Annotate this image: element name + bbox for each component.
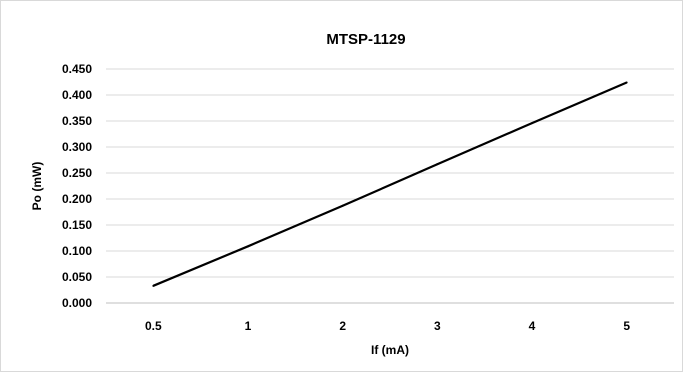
series-line — [152, 81, 628, 287]
y-tick-label: 0.050 — [62, 270, 92, 284]
chart-title: MTSP-1129 — [326, 31, 405, 48]
data-point — [531, 122, 533, 125]
y-tick-label: 0.300 — [62, 140, 92, 154]
x-axis-label: If (mA) — [371, 343, 409, 357]
series-layer — [152, 81, 628, 287]
y-tick-labels: 0.000 0.050 0.100 0.150 0.200 0.250 0.300 0.350… — [62, 62, 92, 310]
y-tick-label: 0.450 — [62, 62, 92, 76]
data-point — [625, 81, 628, 84]
y-tick-label: 0.250 — [62, 166, 92, 180]
data-point — [436, 163, 439, 166]
y-tick-label: 0.350 — [62, 114, 92, 128]
x-tick-label: 5 — [623, 319, 630, 333]
gridlines — [106, 68, 674, 278]
y-tick-label: 0.150 — [62, 218, 92, 232]
x-tick-label: 3 — [434, 319, 441, 333]
x-tick-label: 4 — [529, 319, 536, 333]
y-tick-label: 0.000 — [62, 296, 92, 310]
y-axis-label: Po (mW) — [30, 162, 44, 211]
x-tick-labels: 0.5 1 2 3 4 5 — [145, 319, 630, 333]
data-point — [247, 245, 249, 248]
data-point — [152, 284, 155, 287]
x-tick-label: 2 — [339, 319, 346, 333]
y-tick-label: 0.100 — [62, 244, 92, 258]
x-tick-label: 0.5 — [145, 319, 162, 333]
x-tick-label: 1 — [245, 319, 252, 333]
data-point — [341, 204, 344, 207]
y-tick-label: 0.400 — [62, 88, 92, 102]
y-tick-label: 0.200 — [62, 192, 92, 206]
